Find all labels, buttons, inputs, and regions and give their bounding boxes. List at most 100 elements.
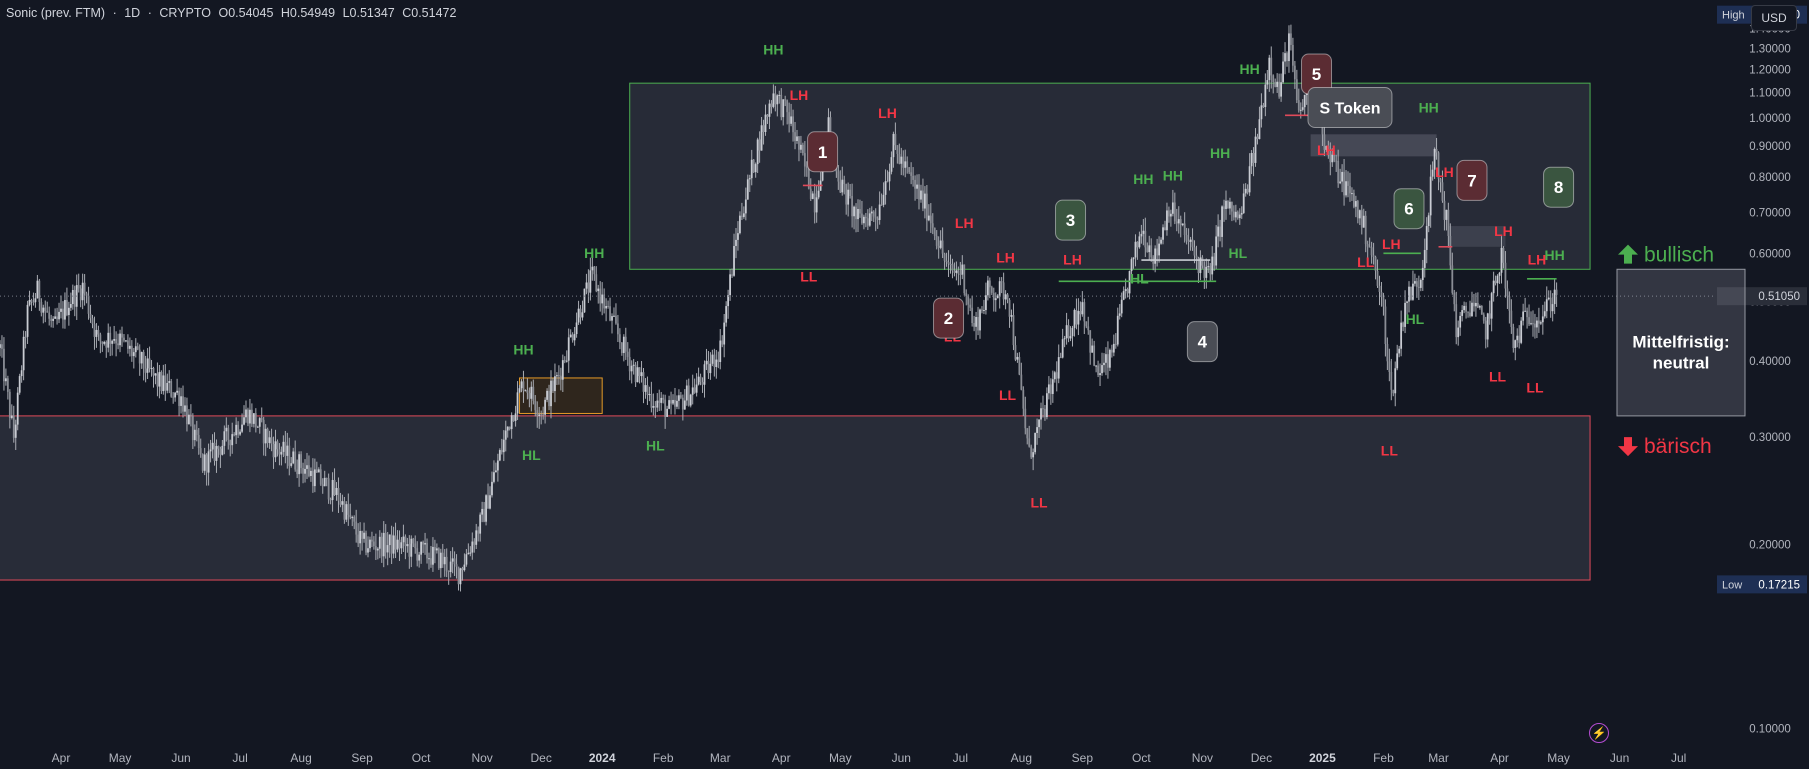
candle-body [443,556,446,565]
candle [274,429,277,463]
price-tick-label: 0.60000 [1749,248,1791,260]
candle-body [1040,408,1042,420]
candle [249,398,251,433]
candle-body [561,360,564,380]
candle-body [1254,136,1257,163]
candle-body [1378,285,1381,292]
candle [71,284,74,310]
candle-body [46,310,49,313]
candle-body [965,293,968,297]
candle-body [1370,247,1373,256]
candle-body [26,304,29,337]
candle [579,305,582,325]
candle [250,403,253,427]
candle-body [1234,211,1237,218]
candle [209,439,212,463]
candle-body [498,450,501,461]
time-tick-label: Jun [892,751,911,765]
candle [1295,69,1298,104]
candle [514,405,517,427]
callout-label: 2 [944,309,953,328]
candle [1370,241,1373,264]
candle [1020,362,1023,391]
candle-body [209,449,212,452]
candle [1103,353,1105,373]
candle-body [969,304,972,308]
candle-body [925,193,928,221]
candle-body [315,469,318,473]
time-tick-label: May [109,751,132,765]
candle [64,292,66,329]
candle [50,314,53,328]
candle-body [172,396,175,398]
candle-body [656,400,659,408]
candle-body [249,409,251,424]
candle-body [630,365,633,372]
candle [349,503,352,520]
candle-body [132,352,135,357]
candle [372,536,375,550]
candle-body [1478,306,1481,308]
candle [430,545,432,568]
candle-body [579,308,582,318]
interval-label[interactable]: 1D [124,6,141,20]
candle [1376,259,1379,288]
callout-bubble [1055,199,1087,241]
lightning-icon[interactable]: ⚡ [1589,723,1609,743]
candle [652,393,655,416]
candle [1189,236,1192,251]
candle [900,147,903,176]
last-price-badge: 0.51050 [1717,287,1807,306]
candle [138,344,141,376]
candle-body [983,310,985,312]
time-tick-label: Oct [1132,751,1151,765]
structure-label-ll: LL [999,387,1017,403]
candle [554,363,556,403]
candle-body [794,132,796,141]
candle-body [1004,294,1007,300]
candle-body [1032,452,1035,458]
candle [479,512,482,542]
candle-body [752,159,755,173]
candle [418,551,421,568]
candle [1004,290,1007,310]
candle-body [28,299,31,305]
candle [150,360,153,377]
candle [317,467,320,473]
candle [1034,432,1037,455]
candle-body [711,354,714,364]
candle [1508,291,1511,324]
candle [1526,307,1528,329]
candle-body [1164,227,1166,231]
symbol-name[interactable]: Sonic (prev. FTM) [6,6,106,20]
time-tick-label: Jul [232,751,247,765]
candle [1543,301,1546,319]
candle-body [522,381,525,391]
candle [174,391,177,402]
candle-body [394,535,397,550]
candle [591,256,594,281]
candle [435,543,438,554]
candle [674,387,676,415]
candle [715,349,718,379]
candle-body [705,360,708,365]
candle [394,522,397,559]
candle-body [729,274,731,296]
candle-body [176,390,179,393]
candle [855,203,857,233]
candle [371,531,373,548]
candle-body [896,145,899,154]
candle [107,323,110,353]
candle-body [380,536,383,557]
candle-body [847,189,850,205]
candle [687,378,690,407]
candle-body [247,409,249,424]
candle [520,379,523,393]
candle-body [947,262,950,264]
candle-body [701,382,704,385]
currency-button[interactable]: USD [1751,5,1797,31]
highlight-box-gray [1310,134,1437,157]
candle [227,424,230,450]
candle-body [1026,428,1029,439]
